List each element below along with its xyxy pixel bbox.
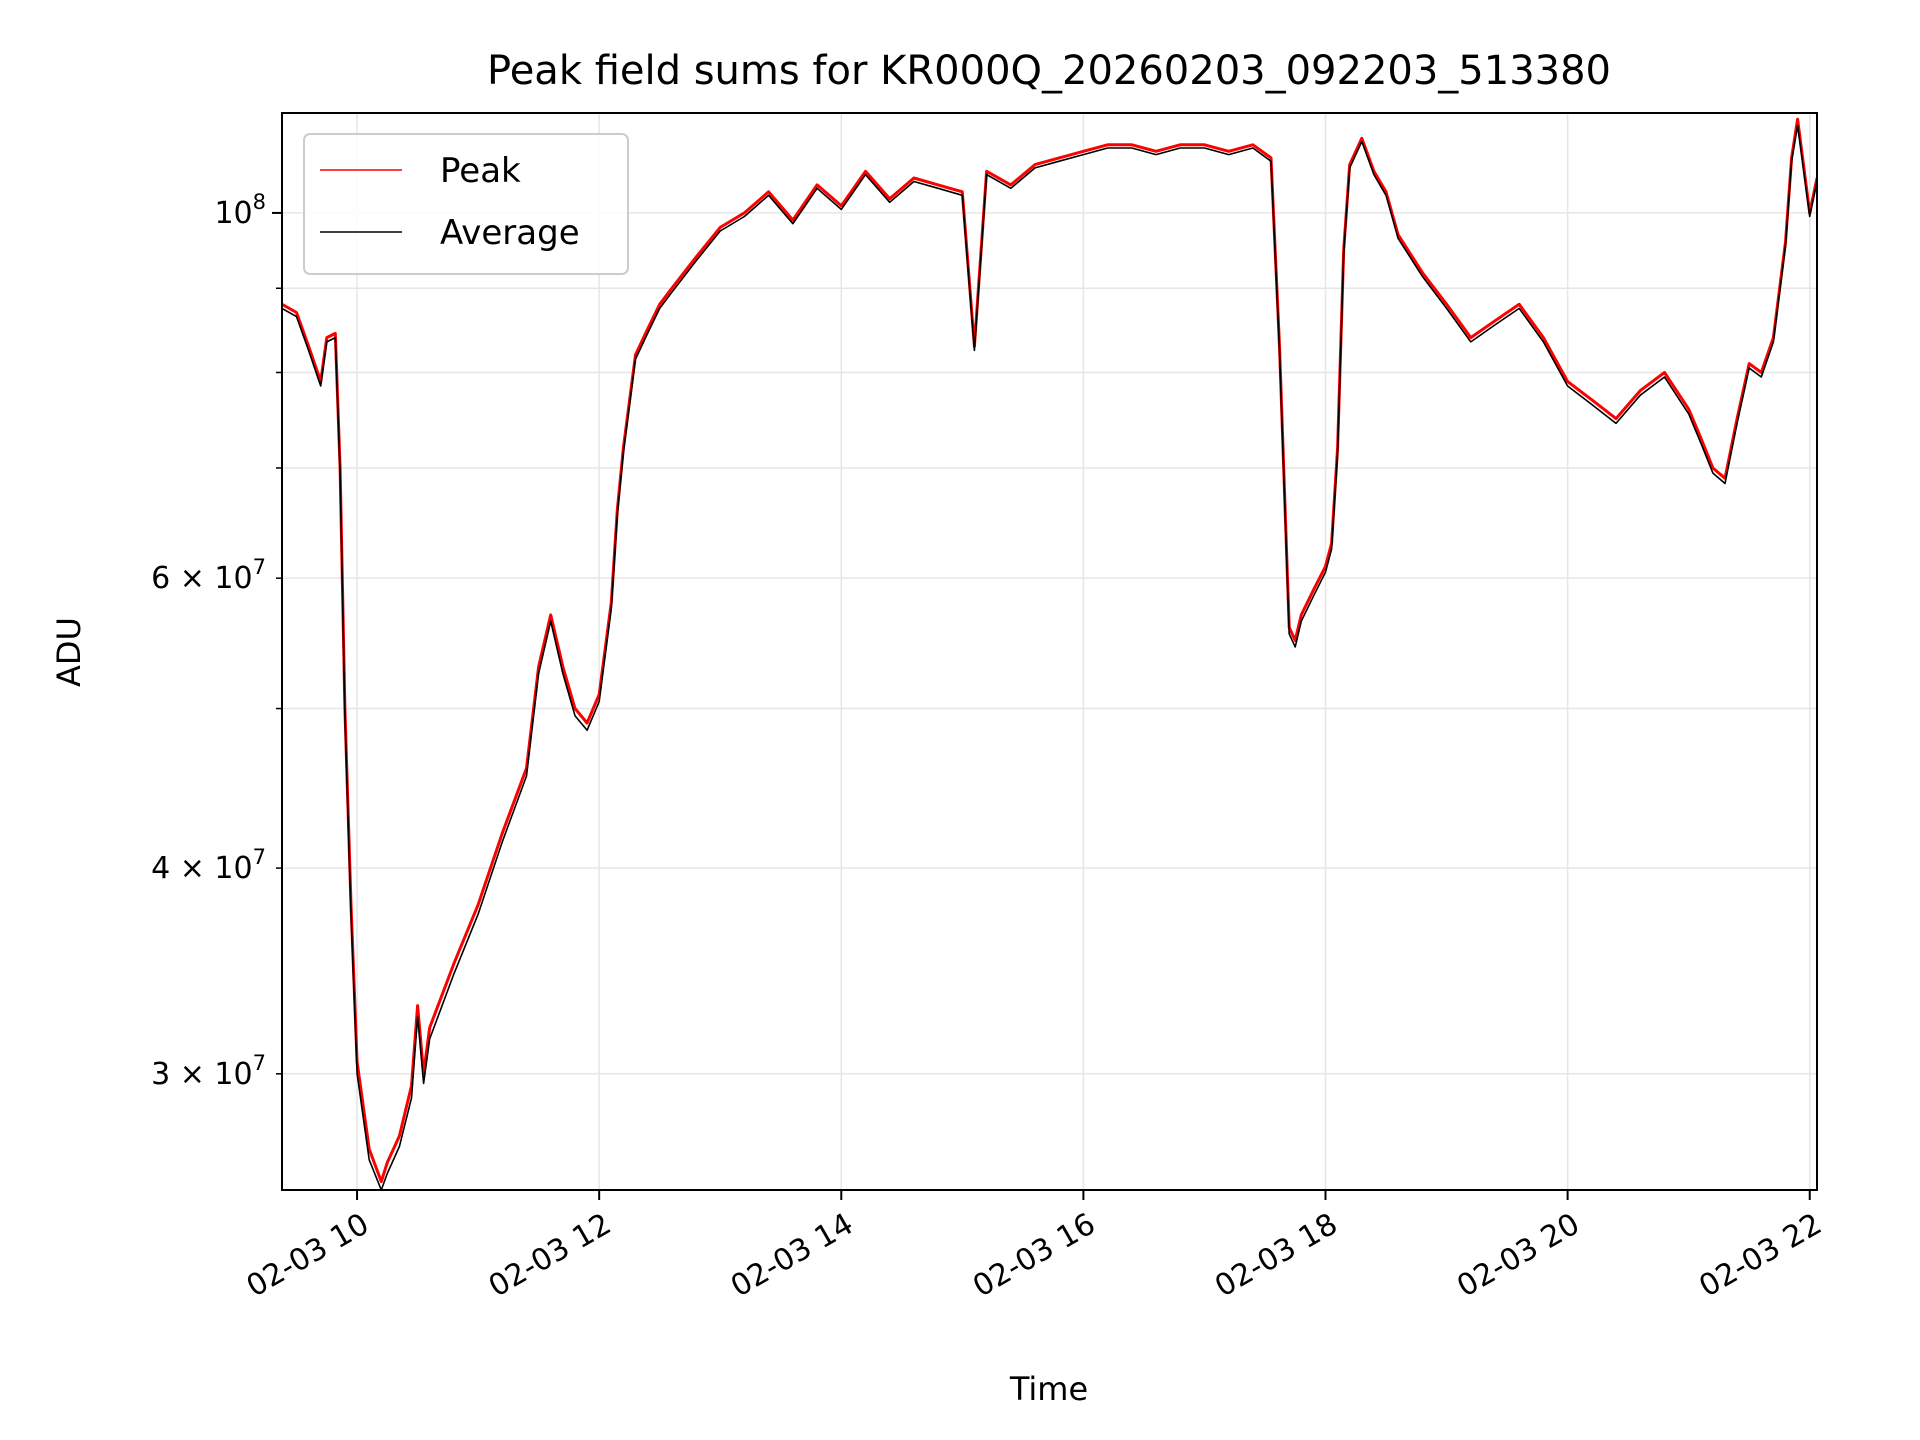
legend-box [303,133,629,275]
y-axis: 108 3 × 107 4 × 107 6 × 107 [151,190,282,1092]
y-axis-label: ADU [50,617,88,687]
x-axis-label: Time [1009,1370,1088,1408]
y-tick-label: 3 × 107 [151,1051,266,1092]
legend-label-average: Average [440,213,580,253]
y-tick-label: 4 × 107 [151,845,266,886]
legend-label-peak: Peak [440,151,521,191]
series-line-peak [282,117,1817,1184]
series-group [282,117,1817,1190]
plot-frame [281,112,1818,1191]
series-line-average [282,124,1817,1190]
chart-title: Peak field sums for KR000Q_20260203_0922… [487,48,1611,94]
y-tick-label: 108 [214,190,266,231]
legend: Peak Average [303,133,629,275]
y-tick-label: 6 × 107 [151,555,266,596]
